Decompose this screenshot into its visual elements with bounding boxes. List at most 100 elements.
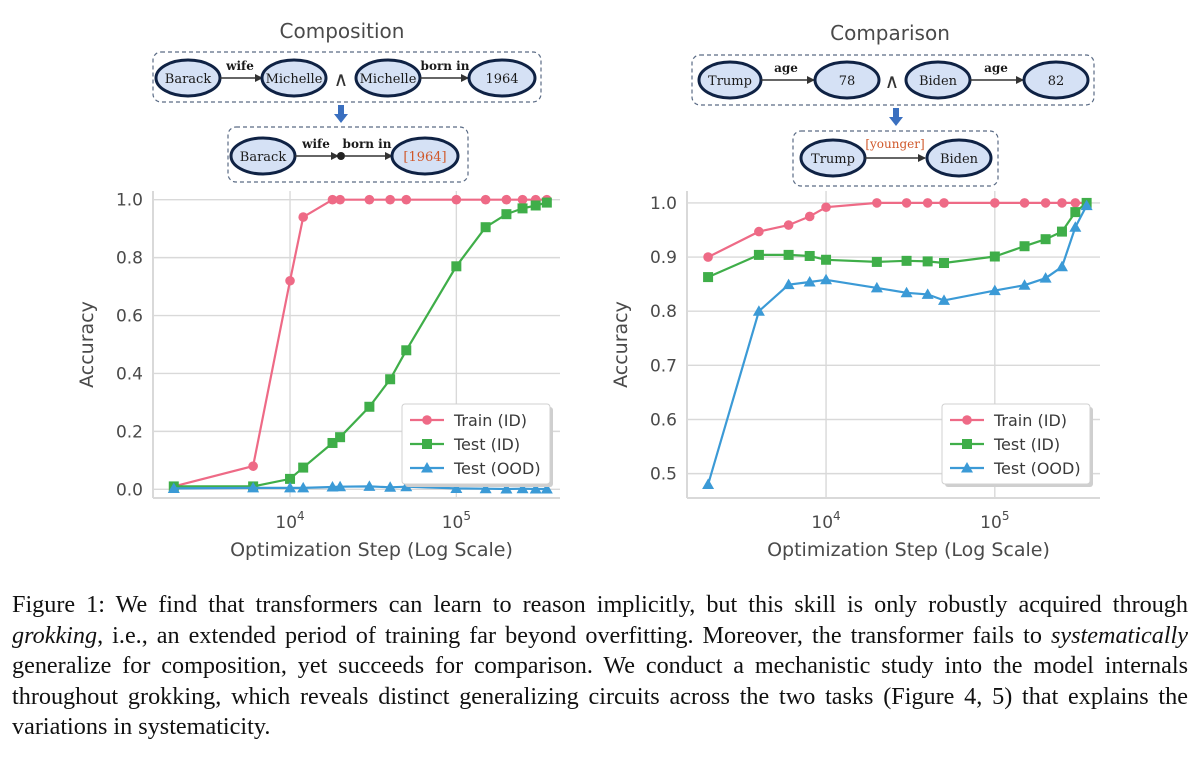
data-point-square bbox=[401, 345, 412, 356]
caption-emphasis-grokking: grokking bbox=[12, 621, 98, 649]
data-point-triangle bbox=[540, 483, 553, 494]
legend-marker-circle bbox=[422, 415, 432, 425]
y-axis-label: Accuracy bbox=[610, 301, 632, 388]
conjunction-symbol: ∧ bbox=[885, 69, 900, 93]
data-point-circle bbox=[990, 198, 1000, 208]
data-point-triangle bbox=[1069, 221, 1082, 232]
data-point-triangle bbox=[167, 482, 180, 493]
edge-label: wife bbox=[225, 59, 254, 73]
inference-box bbox=[227, 126, 469, 183]
data-point-triangle bbox=[803, 275, 816, 287]
data-point-circle bbox=[783, 220, 794, 230]
data-point-circle bbox=[364, 194, 375, 205]
data-point-square bbox=[901, 255, 912, 266]
data-point-triangle bbox=[1080, 199, 1093, 211]
data-point-square bbox=[364, 401, 375, 412]
edge-label: age bbox=[984, 61, 1008, 75]
data-point-triangle bbox=[479, 482, 492, 494]
data-point-triangle bbox=[938, 294, 951, 305]
x-tick-exponent: 5 bbox=[463, 509, 471, 523]
data-point-square bbox=[385, 374, 396, 385]
y-tick-label: 0.5 bbox=[650, 465, 677, 485]
data-point-square bbox=[480, 222, 491, 233]
node-biden bbox=[925, 138, 993, 178]
node-answer bbox=[390, 136, 460, 176]
legend-label: Test (ID) bbox=[993, 435, 1060, 454]
legend-marker-square bbox=[422, 439, 432, 449]
data-point-triangle bbox=[870, 281, 883, 293]
x-tick-label: 104 bbox=[811, 509, 840, 533]
data-point-circle bbox=[517, 194, 528, 205]
data-point-circle bbox=[385, 194, 395, 205]
node-label: Michelle bbox=[360, 72, 417, 87]
conjunction-symbol: ∧ bbox=[334, 67, 349, 91]
legend-marker-triangle bbox=[421, 462, 433, 473]
edge-label: born in bbox=[421, 59, 470, 73]
data-point-circle bbox=[480, 194, 491, 205]
x-tick-base: 10 bbox=[442, 513, 464, 533]
y-tick-label: 0.4 bbox=[116, 364, 143, 384]
data-point-square bbox=[871, 256, 882, 267]
data-point-triangle bbox=[900, 286, 913, 298]
composition-title: Composition bbox=[280, 19, 405, 43]
data-point-triangle bbox=[334, 480, 347, 492]
data-point-circle bbox=[401, 194, 412, 205]
data-point-square bbox=[922, 256, 933, 267]
data-point-triangle bbox=[1055, 260, 1068, 272]
caption-text: , i.e., an extended period of training f… bbox=[97, 621, 1051, 649]
answer-label: [1964] bbox=[403, 150, 446, 165]
data-point-circle bbox=[285, 275, 295, 286]
composition-diagram: Composition Barack wife Michelle ∧ Miche… bbox=[152, 19, 542, 183]
node-label: Biden bbox=[919, 74, 958, 89]
data-point-square bbox=[530, 200, 541, 211]
data-point-circle bbox=[1057, 198, 1067, 208]
node-label: Trump bbox=[811, 152, 855, 167]
data-point-circle bbox=[335, 194, 345, 205]
legend-marker-square bbox=[962, 439, 972, 449]
data-point-square bbox=[298, 462, 309, 473]
x-tick-label: 105 bbox=[980, 509, 1009, 533]
x-axis-label: Optimization Step (Log Scale) bbox=[767, 539, 1050, 561]
y-axis-label: Accuracy bbox=[76, 301, 98, 388]
data-point-triangle bbox=[988, 284, 1001, 296]
data-point-triangle bbox=[529, 483, 542, 494]
data-point-triangle bbox=[297, 481, 310, 493]
node-label: Michelle bbox=[266, 72, 323, 87]
legend-label: Test (ID) bbox=[453, 435, 520, 454]
data-point-circle bbox=[939, 198, 949, 208]
data-point-circle bbox=[327, 194, 338, 205]
data-point-square bbox=[804, 250, 815, 261]
node-78 bbox=[813, 60, 881, 100]
data-point-circle bbox=[1040, 198, 1051, 208]
legend-marker-circle bbox=[962, 415, 972, 425]
caption-emphasis-systematically: systematically bbox=[1050, 621, 1188, 649]
down-arrow-icon bbox=[334, 105, 348, 123]
data-point-circle bbox=[804, 211, 815, 222]
answer-label: [younger] bbox=[865, 137, 924, 151]
data-point-square bbox=[939, 258, 950, 269]
x-tick-base: 10 bbox=[811, 513, 833, 533]
facts-box bbox=[691, 54, 1095, 106]
data-point-circle bbox=[922, 198, 933, 208]
x-tick-base: 10 bbox=[980, 513, 1002, 533]
x-tick-exponent: 4 bbox=[297, 509, 305, 523]
facts-box bbox=[152, 51, 542, 103]
y-tick-label: 0.6 bbox=[116, 307, 143, 327]
composition-figure: Composition Barack wife Michelle ∧ Miche… bbox=[76, 19, 560, 561]
node-label: 1964 bbox=[485, 72, 518, 87]
data-point-square bbox=[517, 203, 528, 214]
data-point-square bbox=[335, 432, 346, 443]
data-point-circle bbox=[501, 194, 512, 205]
data-point-square bbox=[821, 254, 832, 265]
comparison-figure: Comparison Trump age 78 ∧ Biden age 82 T… bbox=[610, 21, 1100, 561]
data-point-square bbox=[541, 197, 552, 208]
data-point-triangle bbox=[1018, 279, 1031, 290]
bridge-node bbox=[337, 152, 345, 160]
y-tick-label: 0.7 bbox=[650, 356, 677, 376]
data-point-square bbox=[1056, 226, 1067, 237]
data-point-circle bbox=[754, 226, 764, 237]
caption-label: Figure 1: bbox=[12, 591, 105, 618]
data-point-triangle bbox=[247, 481, 260, 493]
